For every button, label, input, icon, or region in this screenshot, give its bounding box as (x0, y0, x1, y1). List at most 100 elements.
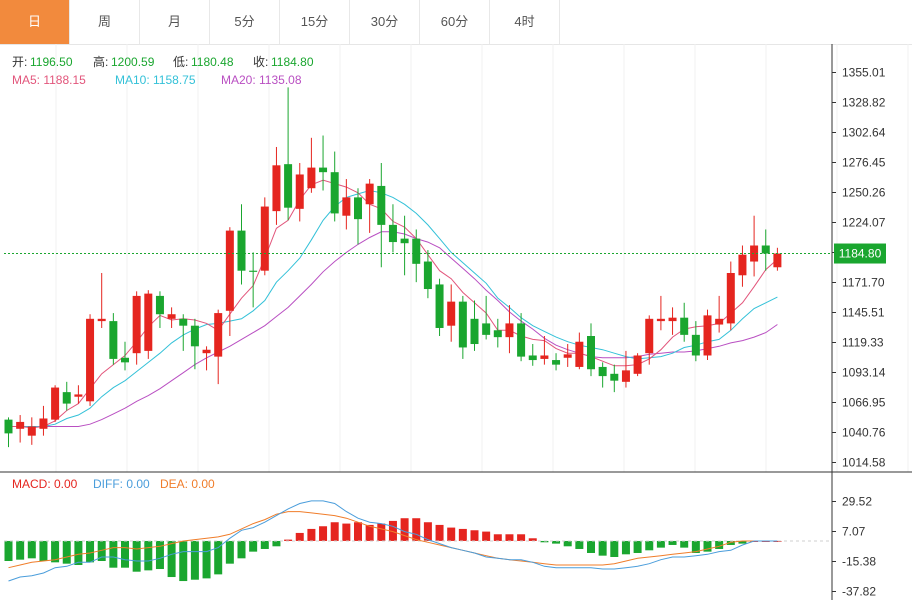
macd-bar (319, 526, 328, 541)
macd-bar (528, 538, 537, 541)
candle-body (645, 318, 654, 354)
price-tick-label: 1093.14 (842, 366, 886, 380)
candle-body (587, 336, 595, 370)
macd-bar (237, 540, 246, 559)
macd-bar (74, 540, 83, 566)
macd-bar (738, 540, 747, 544)
tab-5[interactable]: 30分 (350, 0, 420, 44)
macd-bar (680, 540, 689, 548)
period-tabs: 日周月 5分 15分 30分 60分 4时 (0, 0, 912, 45)
macd-bar (587, 540, 595, 553)
candle-body (528, 355, 537, 361)
macd-bar (179, 540, 188, 582)
candle-body (703, 315, 712, 356)
candle-body (354, 197, 362, 220)
macd-bar (202, 540, 211, 579)
candle-body (16, 421, 25, 429)
candle-body (668, 317, 677, 322)
price-tick-label: 1224.07 (842, 216, 886, 230)
candle-body (27, 426, 36, 436)
candle-body (517, 323, 526, 357)
price-tick-label: 1328.82 (842, 96, 886, 110)
candle-body (39, 418, 48, 429)
candle-body (295, 174, 304, 209)
tab-2[interactable]: 月 (140, 0, 210, 44)
price-tick-label: 1014.58 (842, 456, 886, 470)
candle-body (715, 318, 724, 325)
macd-bar (62, 540, 71, 564)
price-tick-label: 1302.64 (842, 125, 886, 139)
candle-body (493, 330, 502, 338)
macd-bar (493, 534, 502, 541)
macd-bar (51, 540, 60, 563)
candle-body (4, 419, 13, 434)
ma20-line (8, 231, 778, 427)
tab-7[interactable]: 4时 (490, 0, 560, 44)
macd-bar (726, 540, 735, 545)
tab-1[interactable]: 周 (70, 0, 140, 44)
candle-body (505, 323, 514, 338)
macd-legend: MACD: 0.00 (12, 477, 78, 491)
candle-body (225, 230, 234, 311)
macd-bar (482, 531, 491, 541)
candle-body (284, 164, 293, 208)
macd-bar (16, 540, 25, 560)
macd-tick-label: -15.38 (842, 555, 876, 569)
tab-4[interactable]: 15分 (280, 0, 350, 44)
macd-bar (645, 540, 654, 551)
macd-bar (540, 540, 549, 543)
macd-bar (552, 540, 561, 544)
macd-tick-label: 29.52 (842, 495, 872, 509)
macd-bar (505, 534, 514, 541)
macd-bar (377, 523, 386, 541)
macd-bar (598, 540, 607, 556)
candle-body (109, 321, 118, 359)
ma5-legend: MA5: 1188.15 (12, 73, 86, 87)
candle-body (319, 167, 328, 173)
macd-bar (458, 528, 467, 541)
macd-bar (703, 540, 712, 552)
tab-6[interactable]: 60分 (420, 0, 490, 44)
candle-body (552, 360, 561, 365)
candle-body (412, 238, 421, 264)
macd-bar (155, 540, 164, 570)
macd-bar (354, 522, 362, 541)
tab-3[interactable]: 5分 (210, 0, 280, 44)
candle-body (202, 349, 211, 354)
macd-bar (39, 540, 48, 562)
high-value: 1200.59 (111, 55, 155, 69)
macd-bar (342, 523, 351, 541)
candle-body (74, 394, 83, 397)
macd-bar (307, 528, 316, 541)
candle-body (773, 253, 782, 268)
diff-line (8, 500, 778, 582)
candle-body (750, 245, 759, 262)
price-tick-label: 1145.51 (842, 306, 885, 320)
candle-body (470, 318, 479, 345)
candle-body (575, 341, 584, 367)
price-tick-label: 1171.70 (842, 276, 885, 290)
macd-bar (435, 524, 444, 541)
candle-body (761, 245, 770, 254)
dea-legend: DEA: 0.00 (160, 477, 215, 491)
tab-0[interactable]: 日 (0, 0, 70, 44)
candle-body (388, 224, 397, 243)
candle-body (400, 238, 409, 244)
close-value: 1184.80 (271, 55, 314, 69)
macd-bar (656, 540, 665, 548)
macd-bar (412, 518, 421, 541)
macd-bar (365, 524, 374, 541)
macd-bar (144, 540, 153, 571)
candle-body (680, 317, 689, 335)
candle-body (342, 197, 351, 216)
macd-bar (225, 540, 234, 564)
macd-bar (249, 540, 258, 552)
candle-body (179, 318, 188, 326)
candle-body (272, 165, 281, 212)
candle-body (447, 301, 456, 326)
candle-body (738, 254, 747, 276)
candle-body (691, 334, 700, 356)
candle-body (482, 323, 491, 335)
price-tick-label: 1066.95 (842, 396, 886, 410)
macd-bar (563, 540, 572, 547)
